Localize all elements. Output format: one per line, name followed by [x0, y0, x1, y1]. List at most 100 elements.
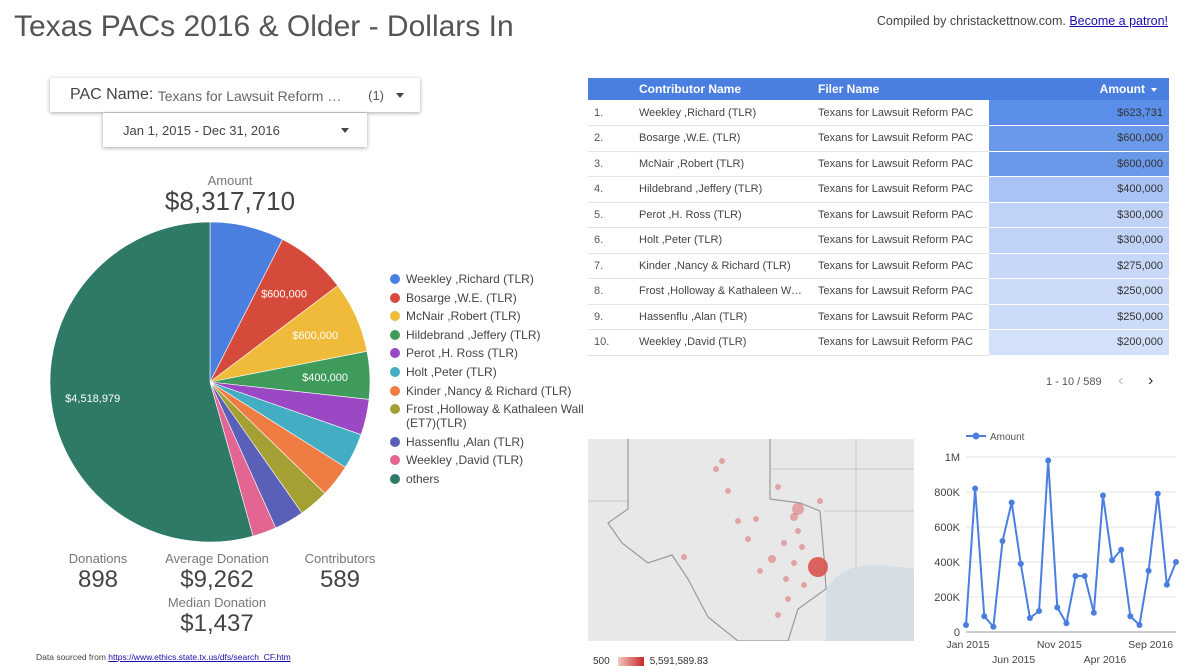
legend-label: Hildebrand ,Jeffery (TLR) [406, 327, 541, 342]
legend-item[interactable]: Perot ,H. Ross (TLR) [390, 346, 590, 360]
pac-filter-value: Texans for Lawsuit Reform PAC [157, 88, 348, 104]
table-row[interactable]: 5. Perot ,H. Ross (TLR) Texans for Lawsuit… [588, 202, 1169, 228]
chevron-right-icon[interactable]: › [1148, 372, 1154, 389]
pie-chart[interactable]: $600,000 $600,000 $400,000 $4,518,979 [40, 215, 380, 555]
data-point[interactable] [1145, 567, 1152, 574]
data-point[interactable] [1054, 604, 1061, 611]
row-contributor: Perot ,H. Ross (TLR) [633, 202, 812, 228]
data-point[interactable] [1045, 457, 1052, 464]
average-donation-label: Average Donation [165, 551, 269, 566]
table-row[interactable]: 3. McNair ,Robert (TLR) Texans for Lawsuit… [588, 151, 1169, 177]
median-donation-value: $1,437 [180, 610, 254, 637]
table-row[interactable]: 8.Frost ,Holloway & Kathaleen Wall (ET7)… [588, 278, 1169, 305]
legend-label: Hassenflu ,Alan (TLR) [406, 434, 525, 449]
average-donation-value: $9,262 [180, 566, 254, 593]
col-contributor-header[interactable]: Contributor Name [633, 78, 812, 100]
data-point[interactable] [963, 622, 969, 628]
x-tick-label: Sep 2016 [1128, 639, 1173, 651]
amount-label: Amount [207, 173, 253, 188]
data-point[interactable] [1063, 620, 1070, 627]
amount-value: $8,317,710 [164, 186, 296, 216]
legend-label: McNair ,Robert (TLR) [406, 309, 521, 324]
data-point[interactable] [1017, 560, 1024, 567]
pie-slice-label: $600,000 [292, 330, 338, 342]
x-tick-label: Apr 2016 [1084, 654, 1127, 666]
data-point[interactable] [981, 613, 988, 620]
legend-dot-icon [390, 274, 400, 284]
table-row[interactable]: 6. Holt ,Peter (TLR) Texans for Lawsuit Re… [588, 227, 1169, 254]
legend-label: Holt ,Peter (TLR) [406, 364, 497, 379]
legend-dot-icon [390, 385, 400, 396]
table-row[interactable]: 9. Hassenflu ,Alan (TLR) Texans for Lawsui… [588, 304, 1169, 330]
patron-link[interactable]: Become a patron! [1069, 14, 1168, 28]
row-filer: Texans for Lawsuit Reform PAC [812, 176, 989, 203]
row-filer: Texans for Lawsuit Reform PAC [812, 100, 989, 126]
legend-item[interactable]: Hassenflu ,Alan (TLR) [390, 435, 590, 449]
chevron-left-icon[interactable]: ‹ [1118, 372, 1124, 389]
median-donation-stat: Median Donation $1,437 [156, 595, 278, 638]
data-point[interactable] [1008, 499, 1015, 506]
legend-item[interactable]: Weekley ,Richard (TLR) [390, 272, 590, 286]
data-point[interactable] [1036, 608, 1043, 614]
credit: Compiled by christackettnow.com. Become … [877, 14, 1168, 28]
data-point[interactable] [1026, 615, 1033, 621]
row-index: 3. [588, 151, 633, 177]
x-tick-label: Nov 2015 [1037, 639, 1082, 651]
row-index: 8. [588, 278, 633, 305]
chevron-down-icon [396, 92, 404, 98]
pac-filter-label: PAC Name: Texans for Lawsuit Reform PAC [70, 86, 348, 104]
texas-outline [607, 439, 827, 641]
row-contributor: Frost ,Holloway & Kathaleen Wall (ET7)(T… [633, 278, 812, 305]
table-row[interactable]: 7. Kinder ,Nancy & Richard (TLR) Texans fo… [588, 253, 1169, 279]
row-contributor: Hassenflu ,Alan (TLR) [633, 304, 812, 330]
table-row[interactable]: 1. Weekley ,Richard (TLR) Texans for Lawsu… [588, 100, 1169, 126]
pie-slice[interactable] [49, 221, 254, 543]
legend-item[interactable]: Bosarge ,W.E. (TLR) [390, 291, 590, 305]
legend-label: Kinder ,Nancy & Richard (TLR) [406, 383, 572, 398]
data-point[interactable] [1118, 546, 1125, 553]
line-legend-label: Amount [990, 432, 1025, 443]
contributors-value: 589 [319, 566, 361, 593]
data-point[interactable] [1154, 490, 1161, 497]
legend-dot-icon [390, 329, 400, 340]
data-point[interactable] [1109, 557, 1116, 564]
amount-line-chart[interactable]: Amount 0 200K 400K 600K 800K 1M Jan 2015 Nov 201… [920, 425, 1182, 670]
legend-dot-icon [390, 311, 400, 322]
pac-name-filter[interactable]: PAC Name: Texans for Lawsuit Reform PAC … [50, 78, 420, 112]
data-point[interactable] [1127, 613, 1134, 620]
data-point[interactable] [1099, 492, 1106, 499]
data-point[interactable] [990, 623, 997, 630]
legend-item[interactable]: Kinder ,Nancy & Richard (TLR) [390, 384, 590, 398]
legend-label: Weekley ,Richard (TLR) [406, 272, 534, 286]
data-source-link[interactable]: https://www.ethics.state.tx.us/dfs/searc… [108, 652, 291, 662]
legend-item[interactable]: others [390, 472, 590, 486]
legend-item[interactable]: Weekley ,David (TLR) [390, 453, 590, 467]
data-point[interactable] [1072, 573, 1079, 579]
data-point[interactable] [999, 538, 1006, 544]
legend-item[interactable]: Frost ,Holloway & Kathaleen Wall (ET7)(T… [390, 402, 590, 430]
legend-item[interactable]: Hildebrand ,Jeffery (TLR) [390, 328, 590, 342]
data-point[interactable] [1090, 609, 1097, 616]
table-row[interactable]: 4. Hildebrand ,Jeffery (TLR) Texans for La… [588, 176, 1169, 203]
legend-item[interactable]: McNair ,Robert (TLR) [390, 309, 590, 323]
data-point[interactable] [1173, 559, 1179, 565]
legend-label: Weekley ,David (TLR) [406, 453, 524, 468]
data-point[interactable] [1136, 622, 1143, 628]
median-donation-label: Median Donation [167, 595, 267, 610]
col-filer-header[interactable]: Filer Name [812, 78, 989, 100]
data-point[interactable] [1081, 573, 1088, 579]
data-point[interactable] [1163, 581, 1170, 588]
table-row[interactable]: 10. Weekley ,David (TLR) Texans for Lawsui… [588, 329, 1169, 356]
row-filer: Texans for Lawsuit Reform PAC [812, 227, 989, 254]
y-tick-label: 1M [945, 452, 960, 464]
data-point[interactable] [972, 485, 979, 492]
table-row[interactable]: 2. Bosarge ,W.E. (TLR) Texans for Lawsuit … [588, 125, 1169, 152]
texas-map[interactable] [588, 439, 914, 641]
contribution-markers [681, 458, 828, 618]
donations-label: Donations [68, 551, 128, 566]
legend-dot-icon [390, 404, 400, 415]
legend-item[interactable]: Holt ,Peter (TLR) [390, 365, 590, 379]
page-title: Texas PACs 2016 & Older - Dollars In [14, 10, 514, 43]
date-range-filter[interactable]: Jan 1, 2015 - Dec 31, 2016 [103, 113, 367, 147]
col-amount-header[interactable]: Amount [989, 78, 1169, 100]
